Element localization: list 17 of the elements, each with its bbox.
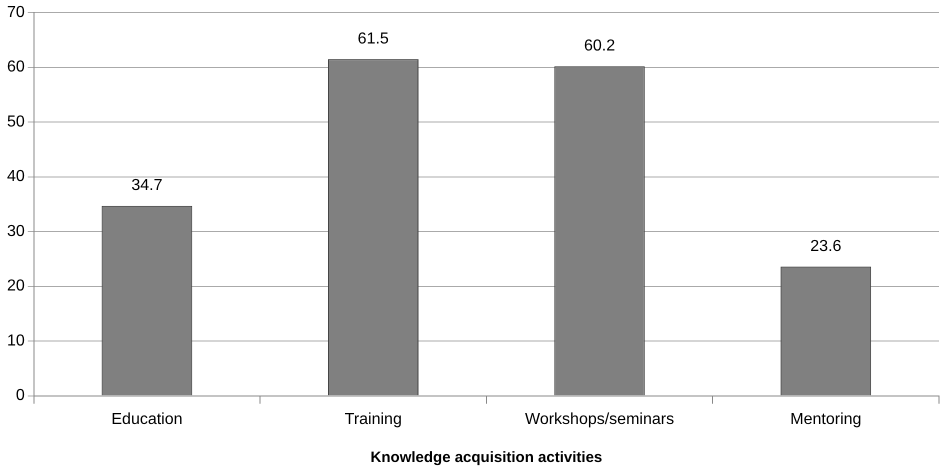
data-label: 61.5 — [358, 30, 389, 48]
y-tick-label: 60 — [7, 58, 25, 76]
y-tick-label: 40 — [7, 168, 25, 186]
x-tick-label: Education — [111, 410, 183, 428]
x-tick-label: Mentoring — [790, 410, 862, 428]
x-tick-label: Workshops/seminars — [525, 410, 674, 428]
data-label: 23.6 — [810, 238, 842, 256]
y-tick-label: 10 — [7, 332, 25, 350]
x-axis-title: Knowledge acquisition activities — [370, 449, 602, 466]
x-tick-label: Training — [344, 410, 402, 428]
y-tick-label: 70 — [7, 4, 25, 22]
y-tick-label: 30 — [7, 222, 25, 240]
y-tick-label: 20 — [7, 278, 25, 295]
y-tick-label: 50 — [7, 113, 25, 130]
data-label: 34.7 — [131, 177, 163, 194]
data-label: 60.2 — [584, 38, 616, 55]
y-tick-label: 0 — [16, 387, 25, 404]
